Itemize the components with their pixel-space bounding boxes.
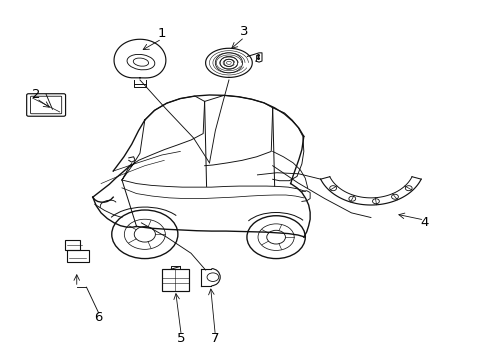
Text: 6: 6 [94,311,102,324]
Text: 7: 7 [211,333,219,346]
Text: 4: 4 [419,216,427,229]
Text: 3: 3 [240,25,248,38]
Text: 1: 1 [157,27,166,40]
Text: 2: 2 [32,88,41,101]
Text: 5: 5 [177,333,185,346]
Bar [64,240,80,249]
Bar [162,269,188,291]
Bar [67,251,89,262]
